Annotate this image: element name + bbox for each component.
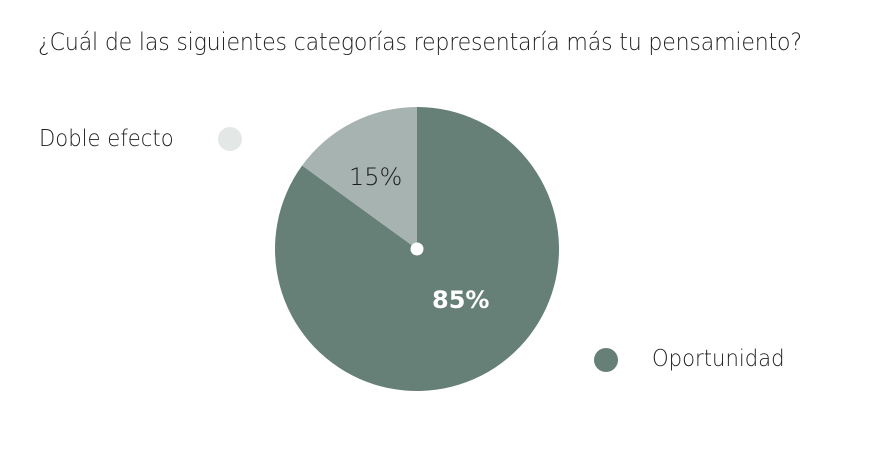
legend-item-doble-efecto[interactable]: Doble efecto [39, 126, 185, 152]
legend-label: Oportunidad [652, 346, 785, 372]
pie-slice-doble-efecto [302, 107, 417, 249]
legend-dot-icon [218, 127, 242, 151]
center-dot-icon [410, 242, 424, 256]
slice-label-oportunidad: 85% [432, 286, 490, 314]
slice-label-doble-efecto: 15% [349, 163, 403, 191]
legend-item-oportunidad[interactable]: Oportunidad [652, 346, 796, 372]
legend-label: Doble efecto [39, 126, 174, 152]
legend-dot-icon [594, 348, 618, 372]
chart-title: ¿Cuál de las siguientes categorías repre… [38, 28, 802, 56]
